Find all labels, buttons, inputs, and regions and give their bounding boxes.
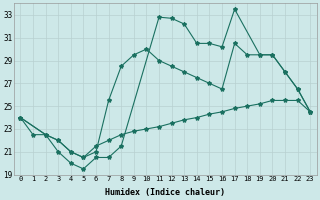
X-axis label: Humidex (Indice chaleur): Humidex (Indice chaleur) [105,188,225,197]
